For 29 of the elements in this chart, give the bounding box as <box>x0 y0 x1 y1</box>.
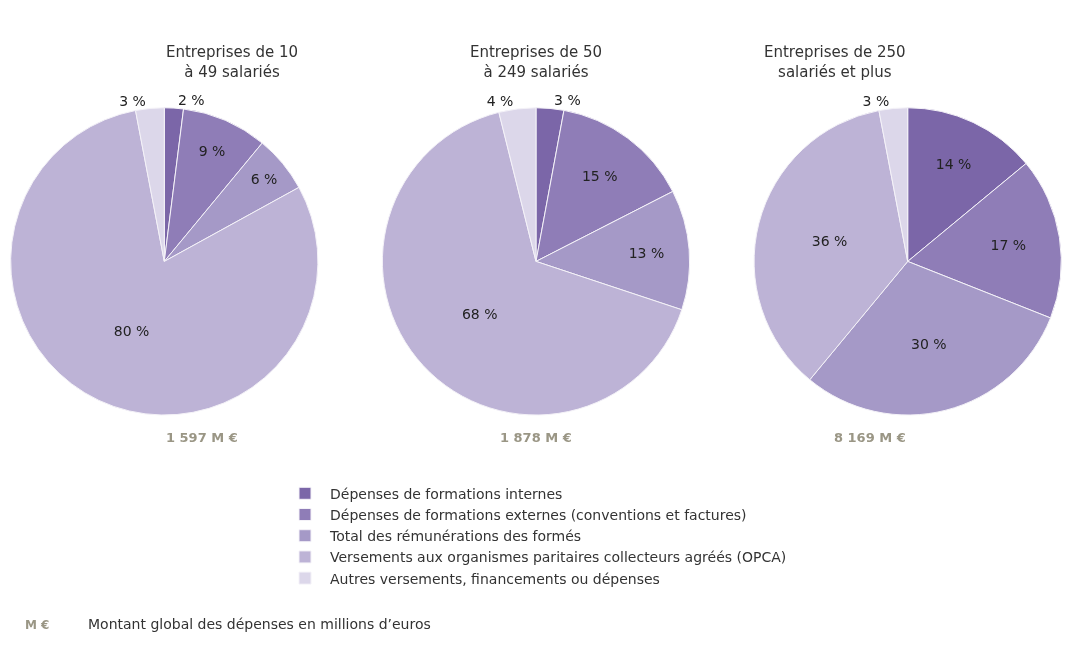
pie-slice <box>10 110 319 416</box>
data-label: 9 % <box>198 143 226 160</box>
chart-title: Entreprises de 10 à 49 salariés <box>166 43 299 81</box>
data-label: 30 % <box>911 335 947 352</box>
chart-title: Entreprises de 250 salariés et plus <box>764 43 906 81</box>
data-label: 3 % <box>119 92 146 109</box>
text: 1 597 M € <box>166 430 238 445</box>
text: 1 878 M € <box>500 430 572 445</box>
legend-label: Total des rémunérations des formés <box>329 528 582 545</box>
text: 8 169 M € <box>834 430 906 445</box>
legend-label: Versements aux organismes paritaires collecteurs agréés (OPCA) <box>330 549 787 566</box>
data-label: 13 % <box>628 244 665 261</box>
data-label: 17 % <box>990 237 1027 254</box>
data-label: 15 % <box>581 167 618 184</box>
legend-label: Autres versements, financements ou dépenses <box>330 570 660 587</box>
data-label: 80 % <box>113 322 150 339</box>
legend-label: Dépenses de formations internes <box>330 485 563 502</box>
legend-label: Dépenses de formations externes (conventions et factures) <box>330 506 747 523</box>
data-label: 2 % <box>177 92 205 109</box>
data-label: 3 % <box>862 92 890 109</box>
data-label: 68 % <box>461 305 498 322</box>
text: M € <box>25 618 50 632</box>
data-label: 3 % <box>554 92 581 109</box>
data-label: 36 % <box>811 233 848 250</box>
data-label: 14 % <box>935 155 972 172</box>
data-label: 4 % <box>486 93 514 110</box>
chart-title: Entreprises de 50 à 249 salariés <box>470 43 603 81</box>
text: Montant global des dépenses en millions d’euros <box>88 616 431 632</box>
data-label: 6 % <box>250 170 278 187</box>
